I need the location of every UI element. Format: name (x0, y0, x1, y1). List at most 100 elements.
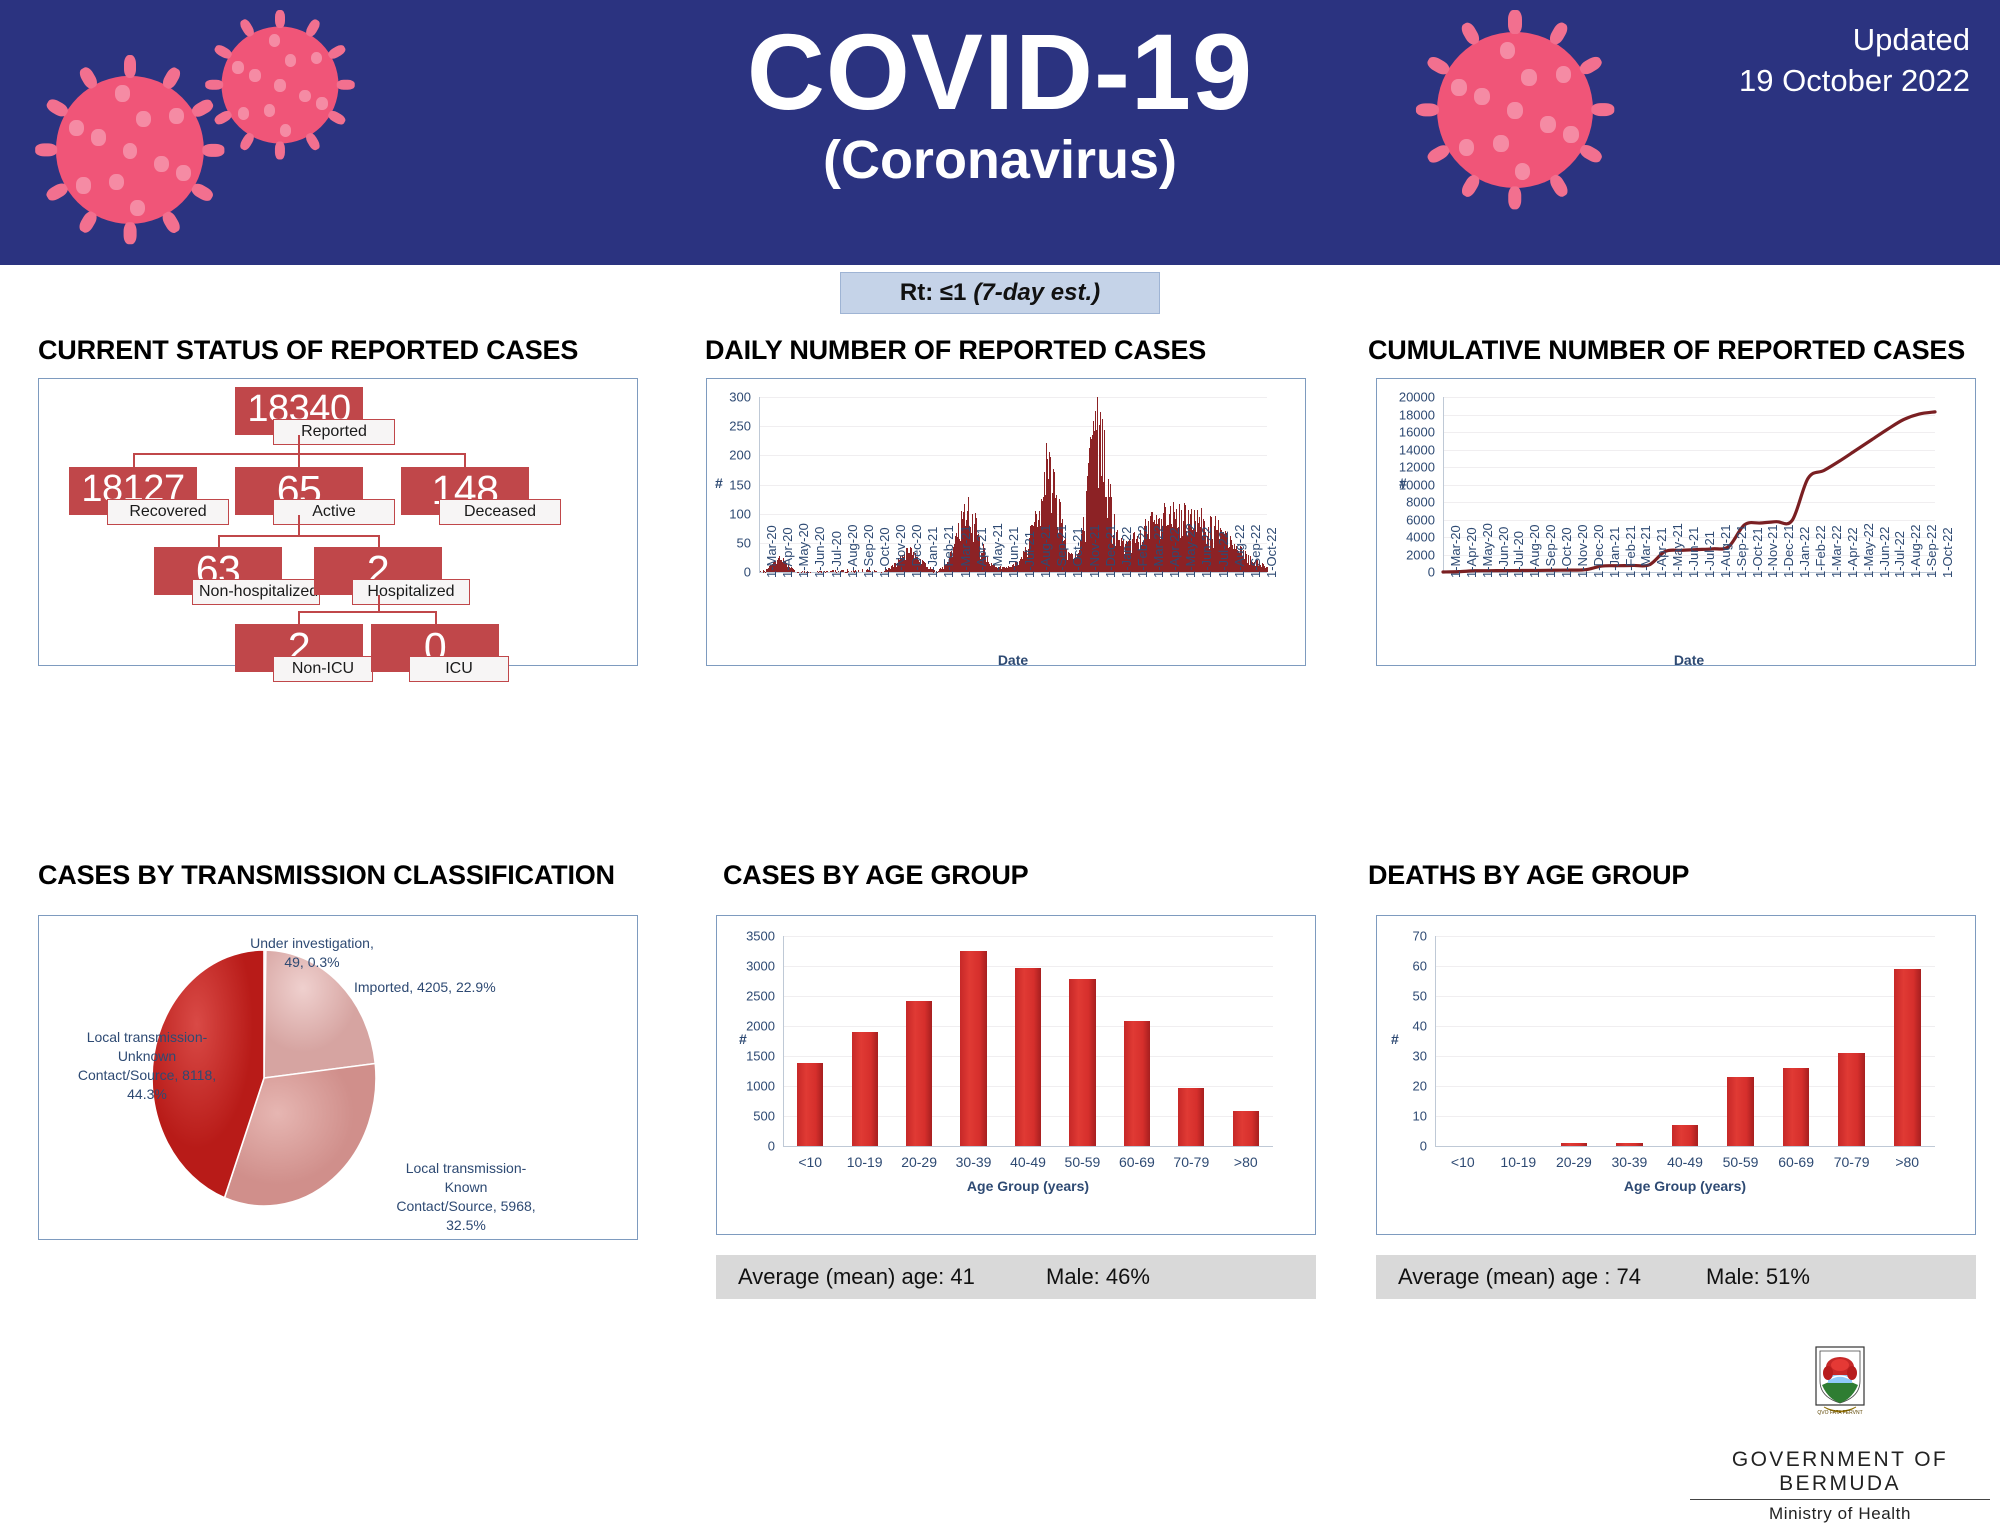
x-axis-tick: 1-Aug-22 (1908, 525, 1923, 578)
x-axis-tick: 1-Jul-22 (1892, 531, 1907, 578)
age-bar (1616, 1143, 1643, 1146)
age-bar (1838, 1053, 1865, 1146)
x-axis-tick: 20-29 (1546, 1154, 1602, 1170)
x-axis-tick: <10 (783, 1154, 837, 1170)
x-axis-tick: 1-Oct-21 (1070, 527, 1085, 578)
section-title-cases-age: CASES BY AGE GROUP (723, 860, 1028, 891)
connector-v (218, 535, 220, 549)
updated-date: 19 October 2022 (1739, 61, 1970, 102)
x-axis-tick: 1-Dec-20 (1591, 525, 1606, 578)
flowchart-node-label: Non-hospitalized (192, 579, 320, 605)
gridline (1435, 1026, 1935, 1027)
x-axis-label: Age Group (years) (783, 1178, 1273, 1194)
age-bar (1561, 1143, 1588, 1146)
x-axis-tick: 1-Oct-21 (1750, 527, 1765, 578)
connector-v (298, 611, 300, 625)
age-bar (1233, 1111, 1259, 1146)
flowchart-node-label: Non-ICU (273, 656, 373, 682)
gridline (783, 936, 1273, 937)
age-bar (1894, 969, 1921, 1146)
x-axis-tick: 40-49 (1001, 1154, 1055, 1170)
y-axis-tick: 3000 (717, 959, 775, 974)
x-axis-line (1435, 1146, 1935, 1147)
flowchart-node-label: ICU (409, 656, 509, 682)
x-axis-tick: 40-49 (1657, 1154, 1713, 1170)
x-axis-tick: 1-Mar-20 (764, 525, 779, 578)
x-axis-tick: 1-Aug-22 (1232, 525, 1247, 578)
x-axis-tick: 1-May-22 (1183, 523, 1198, 578)
x-axis-tick: 1-Nov-21 (1765, 525, 1780, 578)
x-axis-tick: 1-Oct-20 (877, 527, 892, 578)
y-axis-tick: 200 (707, 448, 751, 463)
x-axis-tick: 1-Dec-21 (1781, 525, 1796, 578)
x-axis-tick: 1-Feb-21 (1623, 525, 1638, 578)
y-axis-tick: 10 (1377, 1109, 1427, 1124)
x-axis-tick: 1-Mar-22 (1829, 525, 1844, 578)
x-axis-tick: 1-Mar-22 (1151, 525, 1166, 578)
x-axis-tick: 1-Jun-22 (1877, 527, 1892, 578)
y-axis-tick: 60 (1377, 959, 1427, 974)
x-axis-tick: >80 (1219, 1154, 1273, 1170)
gridline (759, 455, 1267, 456)
bermuda-coat-of-arms-icon: QVO FATA FERVNT (1806, 1345, 1874, 1437)
x-axis-tick: 1-Jun-21 (1006, 527, 1021, 578)
y-axis-tick: 1500 (717, 1049, 775, 1064)
x-axis-tick: 1-Dec-20 (909, 525, 924, 578)
x-axis-tick: <10 (1435, 1154, 1491, 1170)
gridline (1435, 966, 1935, 967)
y-axis-tick: 250 (707, 419, 751, 434)
y-axis-tick: 50 (707, 535, 751, 550)
x-axis-tick: 1-Sep-22 (1248, 525, 1263, 578)
x-axis-tick: 1-Jun-22 (1199, 527, 1214, 578)
logo-line-1: GOVERNMENT OF BERMUDA (1690, 1448, 1990, 1500)
x-axis-tick: 1-Sep-20 (1543, 525, 1558, 578)
x-axis-tick: 1-Feb-22 (1813, 525, 1828, 578)
x-axis-tick: 1-Jul-20 (1511, 531, 1526, 578)
connector-h (218, 535, 378, 537)
y-axis-tick: 150 (707, 477, 751, 492)
pie-label-local-known: Local transmission- Known Contact/Source… (361, 1159, 571, 1235)
x-axis-tick: 1-Jan-22 (1119, 527, 1134, 578)
section-title-cumulative: CUMULATIVE NUMBER OF REPORTED CASES (1368, 335, 1965, 366)
pie-label-under-investigation: Under investigation, 49, 0.3% (217, 934, 407, 972)
gridline (1435, 936, 1935, 937)
x-axis-tick: 1-Nov-20 (893, 525, 908, 578)
page-title: COVID-19 (0, 12, 2000, 133)
x-axis-tick: 20-29 (892, 1154, 946, 1170)
x-axis-tick: 1-Apr-20 (780, 527, 795, 578)
cases-mean-age: Average (mean) age: 41 (738, 1264, 975, 1290)
x-axis-tick: 1-Nov-21 (1087, 525, 1102, 578)
y-axis-tick: 0 (707, 565, 751, 580)
age-bar (1727, 1077, 1754, 1146)
y-axis-tick: 300 (707, 390, 751, 405)
virus-spike (77, 209, 99, 235)
x-axis-tick: 70-79 (1164, 1154, 1218, 1170)
flowchart-node-label: Hospitalized (352, 579, 470, 605)
cases-male-pct: Male: 46% (1046, 1264, 1150, 1290)
svg-text:QVO FATA FERVNT: QVO FATA FERVNT (1817, 1410, 1862, 1416)
x-axis-line (783, 1146, 1273, 1147)
y-axis-line (1435, 936, 1436, 1146)
y-axis-tick: 30 (1377, 1049, 1427, 1064)
x-axis-tick: 30-39 (946, 1154, 1000, 1170)
page-header: COVID-19 (Coronavirus) Updated 19 Octobe… (0, 0, 2000, 265)
x-axis-tick: 1-Apr-21 (1654, 527, 1669, 578)
x-axis-tick: 1-Jan-22 (1797, 527, 1812, 578)
x-axis-tick: 1-Sep-21 (1734, 525, 1749, 578)
y-axis-label: # (739, 1031, 747, 1047)
gridline (759, 426, 1267, 427)
age-bar (1069, 979, 1095, 1146)
x-axis-tick: 1-Jul-21 (1702, 531, 1717, 578)
x-axis-tick: >80 (1879, 1154, 1935, 1170)
y-axis-tick: 50 (1377, 989, 1427, 1004)
age-bar (1178, 1088, 1204, 1146)
x-axis-label: Date (759, 652, 1267, 668)
x-axis-tick: 1-Dec-21 (1103, 525, 1118, 578)
deaths-male-pct: Male: 51% (1706, 1264, 1810, 1290)
x-axis-tick: 1-Mar-21 (1638, 525, 1653, 578)
